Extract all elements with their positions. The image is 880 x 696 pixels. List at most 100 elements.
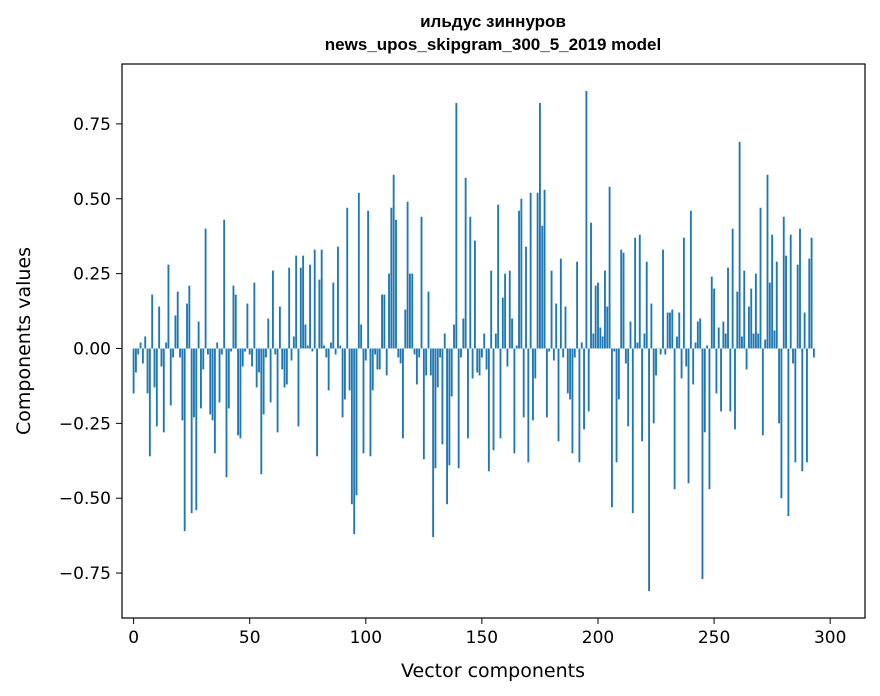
- bar-88: [337, 246, 339, 349]
- bar-102: [369, 348, 372, 457]
- bar-154: [490, 270, 493, 349]
- bar-283: [789, 234, 792, 349]
- bar-156: [494, 333, 497, 349]
- bar-138: [453, 324, 455, 349]
- bar-23: [186, 303, 188, 349]
- bar-189: [571, 348, 574, 454]
- bar-155: [492, 348, 495, 451]
- bar-252: [717, 327, 720, 349]
- bar-127: [427, 291, 430, 349]
- bar-285: [794, 348, 797, 463]
- bar-67: [288, 267, 291, 349]
- bar-150: [480, 348, 483, 358]
- bar-184: [559, 258, 562, 349]
- bar-288: [801, 348, 804, 472]
- bar-260: [736, 291, 739, 349]
- bar-143: [464, 177, 467, 349]
- bar-235: [678, 312, 681, 349]
- bar-50: [248, 348, 251, 355]
- bar-81: [320, 249, 323, 349]
- bar-131: [436, 348, 439, 388]
- bar-263: [743, 270, 746, 349]
- bar-51: [251, 348, 253, 367]
- bar-30: [202, 348, 205, 370]
- bar-22: [183, 348, 186, 532]
- bar-190: [573, 348, 576, 358]
- bar-217: [636, 342, 639, 349]
- bar-273: [766, 174, 769, 349]
- bar-220: [643, 333, 646, 349]
- bar-238: [685, 348, 688, 367]
- bar-241: [692, 348, 695, 385]
- bar-101: [367, 210, 370, 349]
- x-tick-label: 0: [128, 628, 139, 648]
- bar-series: [132, 90, 815, 592]
- bar-276: [773, 330, 776, 349]
- bar-168: [522, 348, 525, 418]
- y-tick-label: −0.25: [59, 414, 111, 434]
- bar-239: [687, 348, 690, 484]
- bar-174: [536, 192, 539, 349]
- x-tick-label: 200: [582, 628, 614, 648]
- bar-240: [689, 210, 692, 349]
- bar-104: [374, 348, 377, 355]
- bar-93: [348, 348, 351, 391]
- bar-243: [696, 321, 699, 349]
- bar-115: [399, 348, 402, 364]
- bar-290: [806, 348, 808, 463]
- bar-159: [501, 297, 504, 349]
- bar-201: [599, 327, 602, 349]
- bar-27: [195, 348, 198, 511]
- x-tick-label: 250: [698, 628, 730, 648]
- bar-227: [659, 348, 662, 355]
- bar-158: [499, 348, 502, 439]
- bar-206: [610, 348, 613, 508]
- bar-187: [566, 348, 569, 394]
- bar-142: [462, 318, 465, 349]
- bar-265: [747, 306, 750, 349]
- bar-185: [562, 348, 565, 358]
- bar-118: [406, 201, 409, 349]
- bar-219: [641, 348, 644, 442]
- bar-11: [158, 306, 161, 349]
- bar-56: [262, 348, 265, 415]
- bar-74: [304, 324, 307, 349]
- bar-46: [239, 348, 242, 439]
- bar-75: [306, 345, 309, 349]
- bar-112: [392, 174, 395, 349]
- bar-135: [446, 348, 448, 505]
- bar-293: [812, 348, 815, 358]
- bar-2: [137, 348, 140, 355]
- bar-33: [209, 348, 212, 415]
- bar-204: [606, 306, 609, 349]
- bar-72: [299, 267, 302, 349]
- bar-124: [420, 216, 423, 349]
- y-tick-label: −0.75: [59, 564, 111, 584]
- bar-64: [281, 348, 284, 370]
- bar-233: [673, 348, 676, 490]
- bar-71: [297, 348, 300, 427]
- bar-137: [450, 348, 453, 397]
- bar-13: [162, 348, 165, 433]
- bar-247: [706, 345, 709, 349]
- bar-171: [529, 192, 532, 349]
- bar-178: [545, 348, 548, 418]
- bar-208: [615, 348, 618, 463]
- bar-43: [232, 285, 235, 349]
- bar-63: [278, 306, 281, 349]
- bar-114: [397, 348, 400, 358]
- bar-237: [682, 237, 685, 349]
- bar-119: [408, 273, 411, 349]
- bar-39: [223, 219, 226, 349]
- bar-99: [362, 348, 365, 454]
- bar-49: [246, 303, 249, 349]
- bar-280: [782, 216, 785, 349]
- bar-157: [497, 204, 500, 349]
- bar-133: [441, 348, 444, 445]
- bar-32: [206, 348, 209, 355]
- bar-136: [448, 348, 451, 466]
- bar-20: [179, 348, 181, 358]
- bar-221: [645, 261, 648, 349]
- bar-61: [274, 348, 277, 355]
- bar-255: [724, 333, 727, 349]
